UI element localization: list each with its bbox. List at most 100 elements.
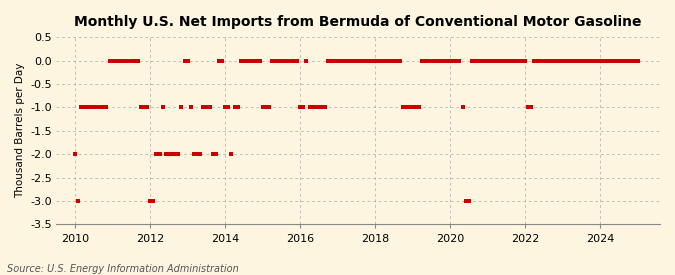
Point (520, 58, 531, 63)
Point (535, 58, 546, 63)
Title: Monthly U.S. Net Imports from Bermuda of Conventional Motor Gasoline: Monthly U.S. Net Imports from Bermuda of… (74, 15, 642, 29)
Point (604, 58, 615, 63)
Point (195, 152, 206, 156)
Point (629, 58, 640, 63)
Point (251, 58, 262, 63)
Point (591, 58, 602, 63)
Point (101, 105, 112, 109)
Point (623, 58, 634, 63)
Point (376, 58, 387, 63)
Point (579, 58, 590, 63)
Point (451, 58, 462, 63)
Point (267, 58, 277, 63)
Point (497, 58, 508, 63)
Point (204, 105, 215, 109)
Point (313, 105, 324, 109)
Point (363, 58, 374, 63)
Point (416, 58, 427, 63)
Point (345, 58, 356, 63)
Point (501, 58, 512, 63)
Point (304, 105, 315, 109)
Point (207, 152, 218, 156)
Point (82, 105, 93, 109)
Point (170, 152, 181, 156)
Point (491, 58, 502, 63)
Point (585, 58, 596, 63)
Point (548, 58, 559, 63)
Point (232, 105, 243, 109)
Point (551, 58, 562, 63)
Point (598, 58, 609, 63)
Point (217, 58, 227, 63)
Point (95, 105, 105, 109)
Point (279, 58, 290, 63)
Point (242, 58, 252, 63)
Point (626, 58, 637, 63)
Point (188, 152, 199, 156)
Point (514, 58, 524, 63)
Point (86, 105, 97, 109)
Point (270, 58, 281, 63)
Point (323, 58, 333, 63)
Point (510, 58, 521, 63)
Point (472, 58, 483, 63)
Point (176, 105, 187, 109)
Point (332, 58, 343, 63)
Point (354, 58, 365, 63)
Point (286, 58, 296, 63)
Point (229, 105, 240, 109)
Point (582, 58, 593, 63)
Point (439, 58, 450, 63)
Point (186, 105, 196, 109)
Point (457, 105, 468, 109)
Point (263, 105, 274, 109)
Point (220, 105, 231, 109)
Point (441, 58, 452, 63)
Point (516, 58, 527, 63)
Point (123, 58, 134, 63)
Point (607, 58, 618, 63)
Point (257, 105, 268, 109)
Point (104, 58, 115, 63)
Point (198, 105, 209, 109)
Point (342, 58, 352, 63)
Point (566, 58, 577, 63)
Point (76, 105, 87, 109)
Point (401, 105, 412, 109)
Point (616, 58, 627, 63)
Point (213, 58, 224, 63)
Point (117, 58, 128, 63)
Point (154, 152, 165, 156)
Point (223, 105, 234, 109)
Point (179, 58, 190, 63)
Point (529, 58, 540, 63)
Point (367, 58, 377, 63)
Point (292, 58, 302, 63)
Point (379, 58, 390, 63)
Point (132, 58, 143, 63)
Point (157, 105, 168, 109)
Point (273, 58, 284, 63)
Point (570, 58, 580, 63)
Point (167, 152, 178, 156)
Point (98, 105, 109, 109)
Point (489, 58, 500, 63)
Point (476, 58, 487, 63)
Point (92, 105, 103, 109)
Point (276, 58, 287, 63)
Point (288, 58, 299, 63)
Point (320, 105, 331, 109)
Point (429, 58, 440, 63)
Point (560, 58, 571, 63)
Point (522, 105, 533, 109)
Point (601, 58, 612, 63)
Point (261, 105, 271, 109)
Point (482, 58, 493, 63)
Point (485, 58, 496, 63)
Point (464, 199, 475, 203)
Point (557, 58, 568, 63)
Point (614, 58, 624, 63)
Point (107, 58, 118, 63)
Point (407, 105, 418, 109)
Point (192, 152, 202, 156)
